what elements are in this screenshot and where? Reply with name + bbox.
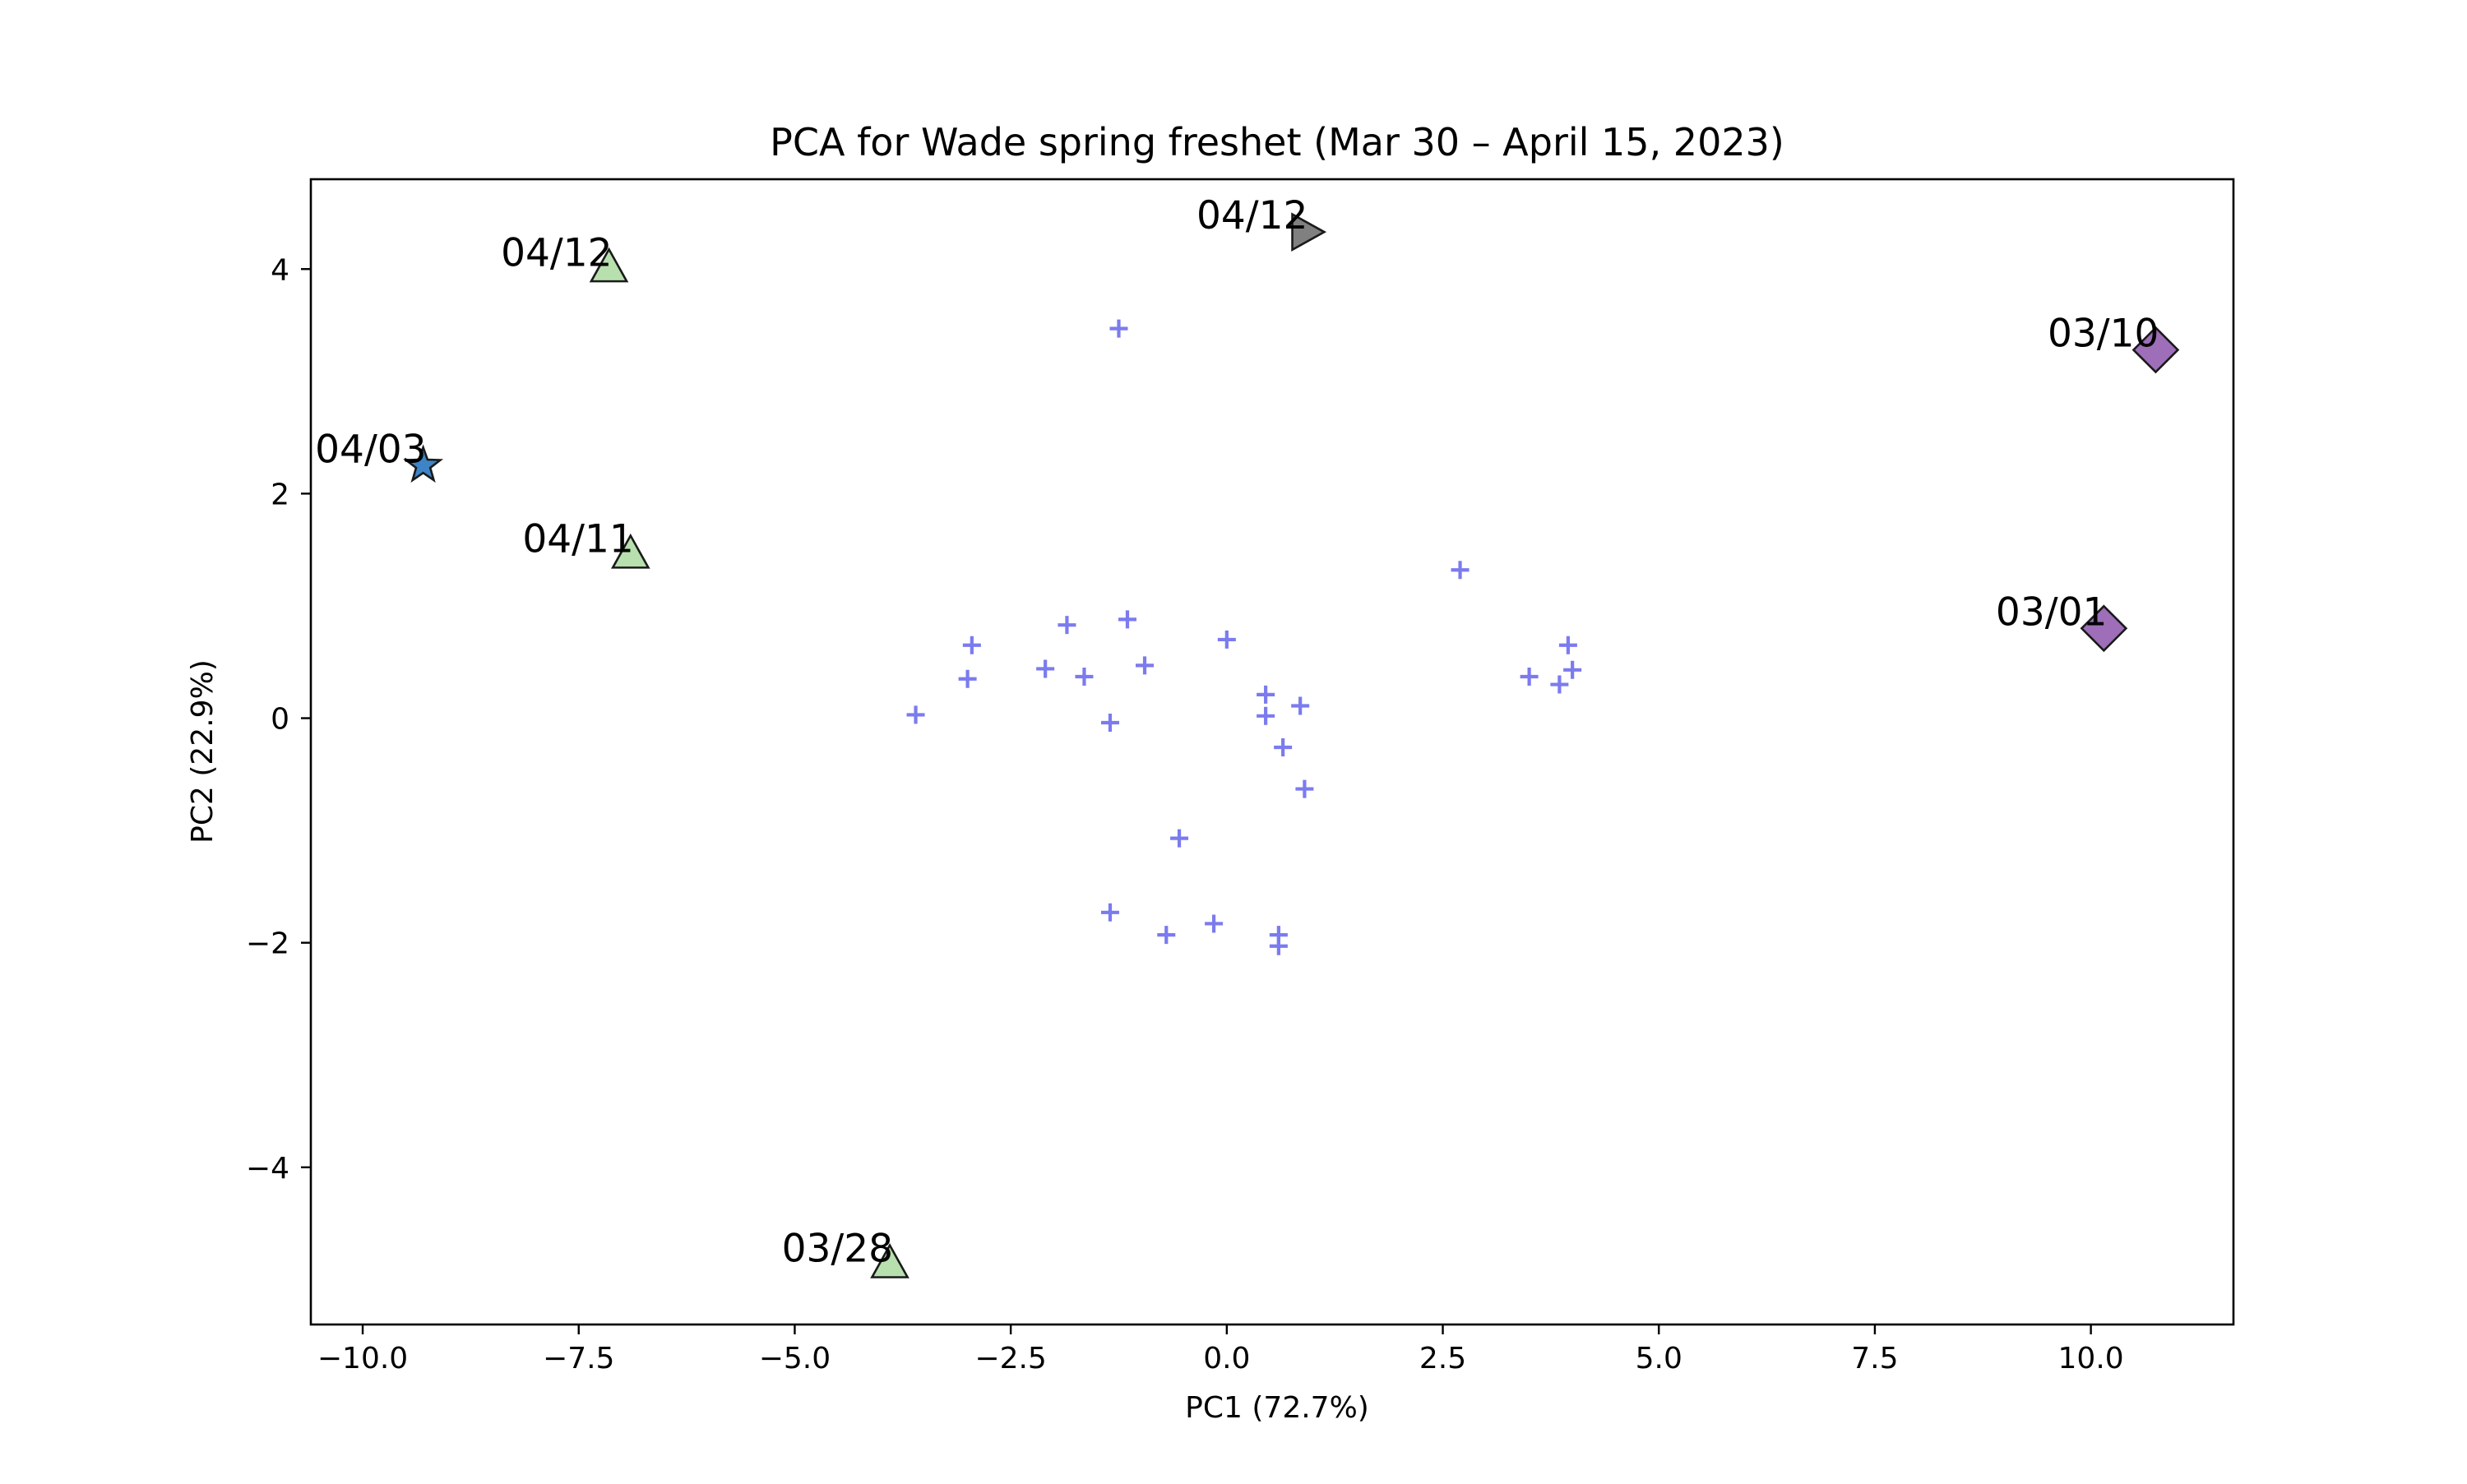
plus-point (1136, 656, 1155, 675)
point-label: 04/12 (501, 230, 612, 275)
axis-ticks: −10.0 −7.5 −5.0 −2.5 0.0 2.5 5.0 7.5 10.0 −4 −2 0 2 4 (246, 253, 2124, 1375)
point-label: 04/03 (315, 427, 426, 472)
y-axis-label: PC2 (22.9%) (186, 659, 220, 844)
point-label: 03/01 (1996, 589, 2107, 635)
y-tick-label: −2 (246, 927, 289, 961)
point-label: 03/28 (782, 1227, 893, 1272)
y-tick-label: 4 (271, 253, 289, 287)
plus-point (1058, 616, 1076, 635)
triangle-up-point (589, 247, 629, 283)
plus-point (1295, 779, 1314, 798)
plus-point (1217, 630, 1236, 649)
plus-point (958, 669, 977, 688)
point-label: 03/10 (2048, 312, 2159, 357)
y-tick-label: 2 (271, 478, 289, 511)
x-tick-label: 10.0 (2058, 1342, 2124, 1375)
x-tick-label: −7.5 (543, 1342, 614, 1375)
plus-point (1558, 636, 1577, 654)
x-tick-label: 5.0 (1636, 1342, 1682, 1375)
point-label: 04/11 (522, 517, 633, 562)
plus-point (1550, 675, 1569, 694)
plus-point (962, 636, 981, 654)
diamond-point (2080, 604, 2128, 653)
plus-point (906, 705, 925, 724)
point-label: 04/12 (1196, 193, 1308, 238)
plus-point (1036, 659, 1055, 678)
x-tick-label: −2.5 (974, 1342, 1046, 1375)
plus-point (1100, 903, 1119, 922)
plus-point (1451, 561, 1470, 580)
x-tick-label: −5.0 (759, 1342, 831, 1375)
chart-title: PCA for Wade spring freshet (Mar 30 – Ap… (770, 120, 1784, 164)
plus-point (1257, 706, 1275, 725)
plus-point (1274, 738, 1293, 757)
plus-point (1257, 685, 1275, 704)
star-point (403, 444, 444, 483)
x-tick-label: −10.0 (317, 1342, 408, 1375)
x-axis-label: PC1 (72.7%) (1185, 1391, 1369, 1425)
plus-point (1205, 914, 1224, 933)
plot-marks: 04/12 04/11 03/28 04/12 04/03 03/10 03/01 (315, 193, 2180, 1278)
plus-point (1520, 667, 1539, 686)
x-tick-label: 0.0 (1203, 1342, 1250, 1375)
plus-point (1291, 696, 1310, 715)
plus-point (1109, 319, 1128, 338)
y-tick-label: −4 (246, 1152, 289, 1186)
plus-point (1170, 829, 1189, 848)
plus-point (1157, 926, 1176, 945)
triangle-up-point (610, 533, 650, 569)
x-tick-label: 7.5 (1851, 1342, 1898, 1375)
diamond-point (2131, 326, 2180, 374)
x-tick-label: 2.5 (1419, 1342, 1466, 1375)
plus-point (1118, 610, 1136, 629)
y-tick-label: 0 (271, 703, 289, 737)
triangle-up-point (870, 1242, 910, 1278)
plus-point (1563, 660, 1582, 679)
plus-point (1075, 667, 1094, 686)
triangle-right-point (1291, 212, 1327, 252)
plus-point (1100, 713, 1119, 732)
plot-area-frame (309, 178, 2235, 1326)
plus-point (1269, 936, 1288, 955)
